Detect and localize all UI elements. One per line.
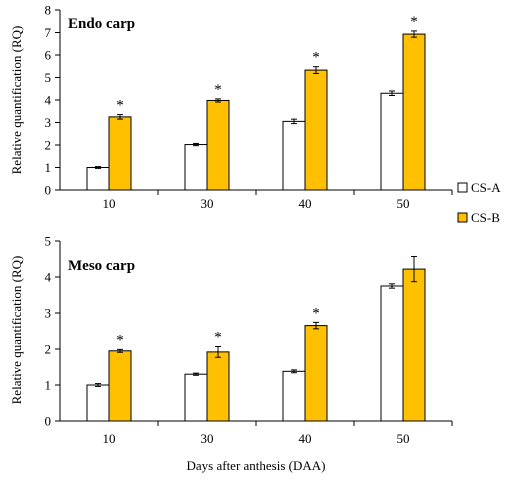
- x-tick-label: 30: [201, 196, 214, 211]
- chart-endo-carp: Endo carp Relative quantification (RQ) 0…: [9, 3, 453, 211]
- bar-endo-cs-a-30: [184, 144, 208, 191]
- y-tick-label: 2: [45, 342, 52, 357]
- significance-star: *: [214, 329, 222, 345]
- bar-endo-cs-b-30: [206, 99, 230, 191]
- panel-title-meso-carp: Meso carp: [68, 258, 135, 274]
- bar-meso-cs-b-30: [206, 351, 230, 422]
- y-tick-label: 5: [45, 234, 52, 249]
- y-tick-label: 6: [45, 48, 52, 63]
- significance-star: *: [116, 332, 124, 348]
- y-tick-label: 3: [45, 115, 52, 130]
- bar-meso-cs-a-50: [380, 285, 404, 422]
- y-tick-label: 3: [45, 306, 52, 321]
- y-tick-label: 1: [45, 160, 52, 175]
- bar-endo-cs-a-50: [380, 92, 404, 191]
- legend-label-cs-a: CS-A: [471, 180, 501, 195]
- y-tick-label: 0: [45, 414, 52, 429]
- panel-title-endo-carp: Endo carp: [68, 16, 135, 32]
- bar-meso-cs-a-30: [184, 373, 208, 422]
- y-tick-label: 4: [45, 270, 52, 285]
- y-tick-label: 0: [45, 183, 52, 198]
- significance-star: *: [312, 305, 320, 321]
- x-tick-label: 10: [103, 431, 116, 446]
- significance-star: *: [214, 82, 222, 98]
- significance-star: *: [410, 14, 418, 30]
- x-axis-title: Days after anthesis (DAA): [187, 458, 326, 473]
- chart-meso-carp: Meso carp Relative quantification (RQ) 0…: [9, 234, 453, 446]
- y-tick-label: 7: [45, 25, 52, 40]
- bar-meso-cs-a-40: [282, 370, 306, 422]
- x-tick-label: 50: [397, 431, 410, 446]
- legend-label-cs-b: CS-B: [471, 210, 500, 225]
- bar-meso-cs-b-50: [402, 268, 426, 422]
- bar-endo-cs-b-10: [108, 116, 132, 191]
- bar-endo-cs-b-40: [304, 69, 328, 191]
- bar-meso-cs-b-40: [304, 325, 328, 422]
- significance-star: *: [312, 50, 320, 66]
- x-tick-label: 30: [201, 431, 214, 446]
- y-tick-label: 8: [45, 3, 52, 18]
- y-axis-title-meso-carp: Relative quantification (RQ): [9, 256, 24, 405]
- significance-star: *: [116, 98, 124, 114]
- x-tick-label: 50: [397, 196, 410, 211]
- legend: CS-A CS-B: [457, 180, 501, 225]
- y-axis-title-endo-carp: Relative quantification (RQ): [9, 26, 24, 175]
- y-tick-label: 2: [45, 138, 52, 153]
- legend-swatch-cs-a: [457, 182, 468, 193]
- bar-endo-cs-a-10: [86, 167, 110, 191]
- y-tick-label: 4: [45, 93, 52, 108]
- bar-endo-cs-b-50: [402, 33, 426, 191]
- bar-meso-cs-a-10: [86, 384, 110, 422]
- y-tick-label: 1: [45, 378, 52, 393]
- x-tick-label: 40: [299, 196, 312, 211]
- legend-swatch-cs-b: [457, 212, 468, 223]
- y-tick-label: 5: [45, 70, 52, 85]
- x-tick-label: 40: [299, 431, 312, 446]
- bar-meso-cs-b-10: [108, 350, 132, 422]
- bar-endo-cs-a-40: [282, 120, 306, 191]
- x-tick-label: 10: [103, 196, 116, 211]
